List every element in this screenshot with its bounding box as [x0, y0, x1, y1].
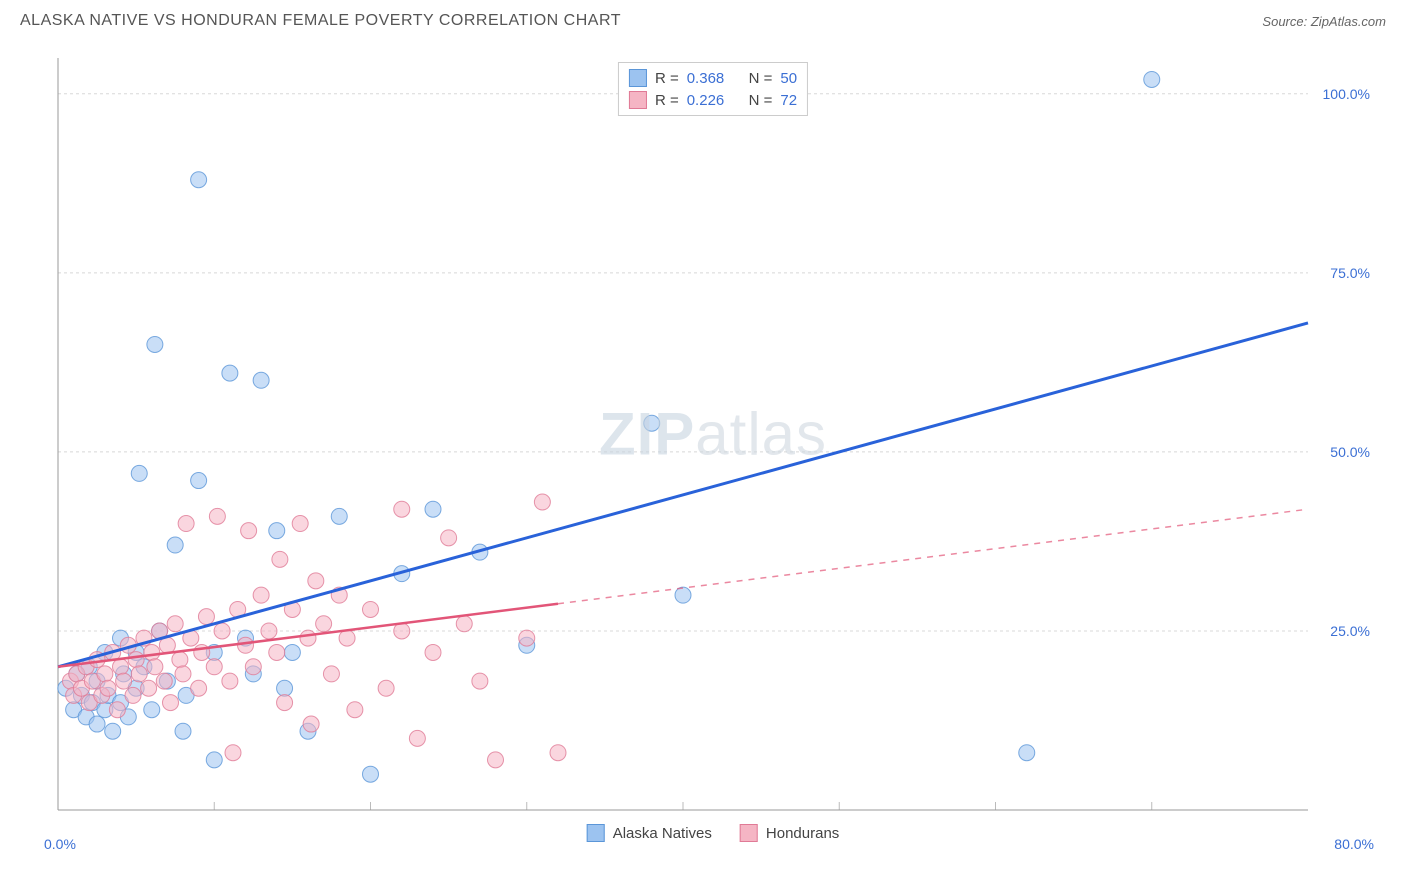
x-tick-80: 80.0% — [1334, 836, 1374, 852]
legend-label: Alaska Natives — [613, 825, 712, 842]
chart-header: ALASKA NATIVE VS HONDURAN FEMALE POVERTY… — [0, 0, 1406, 38]
scatter-plot — [48, 50, 1378, 850]
source-attribution: Source: ZipAtlas.com — [1262, 14, 1386, 29]
n-value: 72 — [780, 92, 797, 109]
n-value: 50 — [780, 70, 797, 87]
y-tick-25: 25.0% — [1330, 623, 1370, 639]
legend-row-honduran: R = 0.226 N = 72 — [629, 89, 797, 111]
source-name: ZipAtlas.com — [1311, 14, 1386, 29]
n-label: N = — [749, 92, 773, 109]
r-value: 0.226 — [687, 92, 725, 109]
correlation-legend: R = 0.368 N = 50 R = 0.226 N = 72 — [618, 62, 808, 116]
y-tick-100: 100.0% — [1323, 86, 1370, 102]
legend-swatch-alaska — [629, 69, 647, 87]
legend-label: Hondurans — [766, 825, 839, 842]
n-label: N = — [749, 70, 773, 87]
chart-title: ALASKA NATIVE VS HONDURAN FEMALE POVERTY… — [20, 12, 621, 30]
r-value: 0.368 — [687, 70, 725, 87]
legend-row-alaska: R = 0.368 N = 50 — [629, 67, 797, 89]
chart-container: Female Poverty ZIPatlas R = 0.368 N = 50… — [48, 50, 1378, 850]
series-legend: Alaska Natives Hondurans — [587, 824, 840, 842]
y-tick-50: 50.0% — [1330, 444, 1370, 460]
y-tick-75: 75.0% — [1330, 265, 1370, 281]
r-label: R = — [655, 70, 679, 87]
legend-swatch-honduran — [740, 824, 758, 842]
legend-item-honduran: Hondurans — [740, 824, 839, 842]
legend-swatch-alaska — [587, 824, 605, 842]
source-label: Source: — [1262, 14, 1307, 29]
legend-item-alaska: Alaska Natives — [587, 824, 712, 842]
legend-swatch-honduran — [629, 91, 647, 109]
x-tick-0: 0.0% — [44, 836, 76, 852]
r-label: R = — [655, 92, 679, 109]
